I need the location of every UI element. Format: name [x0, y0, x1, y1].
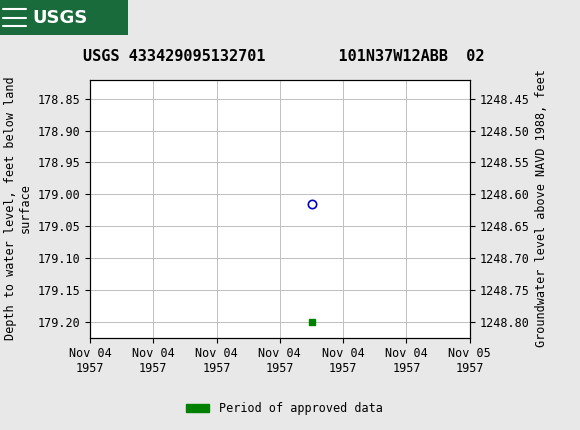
Y-axis label: Depth to water level, feet below land
surface: Depth to water level, feet below land su…: [4, 77, 32, 341]
Text: USGS 433429095132701        101N37W12ABB  02: USGS 433429095132701 101N37W12ABB 02: [84, 49, 485, 64]
Legend: Period of approved data: Period of approved data: [181, 397, 387, 420]
Y-axis label: Groundwater level above NAVD 1988, feet: Groundwater level above NAVD 1988, feet: [535, 70, 548, 347]
Bar: [0, 0, 128, 35]
Text: USGS: USGS: [32, 9, 87, 27]
